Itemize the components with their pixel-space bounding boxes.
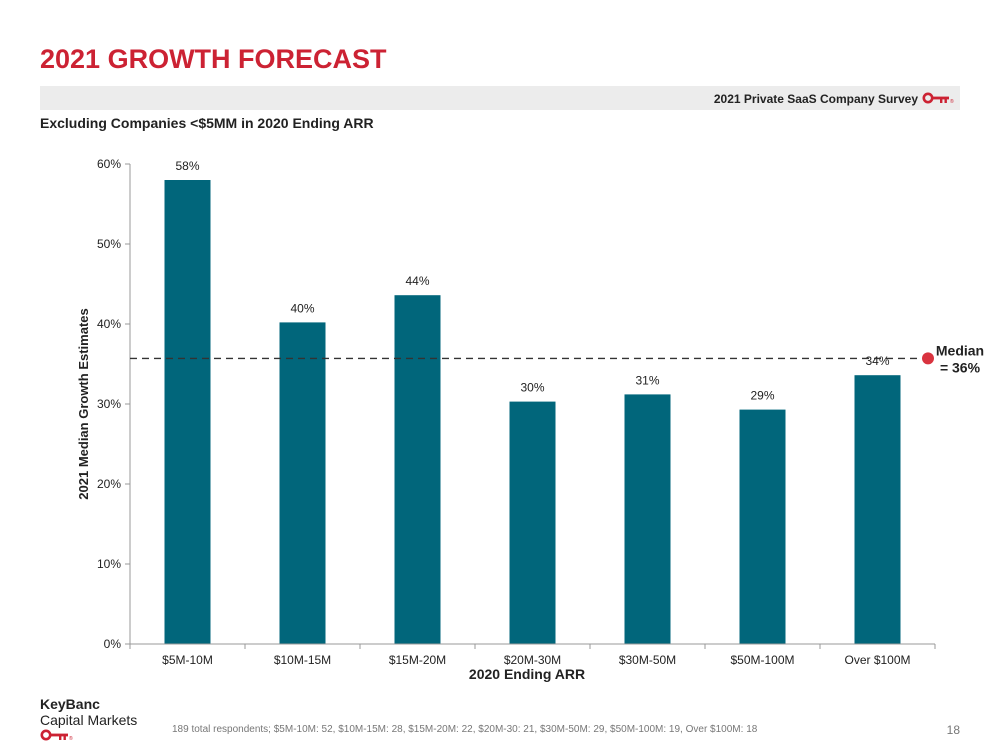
bar-chart: 0% 10% 20% 30% 40% 50% 60% 58% 40% 44% 30% 31% 29% 3…: [76, 157, 984, 682]
y-tick-label: 50%: [97, 237, 121, 251]
y-tick-label: 0%: [104, 637, 122, 651]
x-tick-label: Over $100M: [844, 653, 910, 667]
y-axis-title: 2021 Median Growth Estimates: [76, 308, 91, 499]
median-value-label: = 36%: [940, 359, 981, 375]
bar-data-label: 29%: [750, 389, 774, 403]
bar: [624, 394, 671, 644]
y-tick-label: 40%: [97, 317, 121, 331]
bar-data-label: 31%: [635, 373, 659, 387]
x-axis: $5M-10M $10M-15M $15M-20M $20M-30M $30M-50M $…: [129, 643, 936, 667]
key-icon: ®: [922, 92, 954, 105]
x-axis-title: 2020 Ending ARR: [469, 666, 585, 682]
survey-label: 2021 Private SaaS Company Survey: [713, 92, 918, 106]
x-tick-label: $15M-20M: [389, 653, 446, 667]
median-marker: [922, 352, 934, 365]
y-tick-label: 20%: [97, 477, 121, 491]
x-tick-label: $50M-100M: [730, 653, 794, 667]
page-number: 18: [946, 723, 960, 737]
svg-text:®: ®: [69, 735, 73, 742]
brand-subname: Capital Markets: [40, 712, 138, 728]
x-tick-label: $5M-10M: [162, 653, 213, 667]
bar: [739, 409, 786, 644]
y-axis: 0% 10% 20% 30% 40% 50% 60%: [97, 157, 131, 651]
bar: [279, 322, 326, 644]
key-icon: ®: [40, 729, 73, 742]
y-tick-label: 10%: [97, 557, 121, 571]
x-tick-label: $10M-15M: [274, 653, 331, 667]
svg-text:®: ®: [950, 98, 954, 105]
bar: [509, 401, 556, 644]
brand-name: KeyBanc: [40, 696, 100, 712]
bar-data-label: 40%: [290, 301, 314, 315]
bar: [854, 375, 901, 644]
bar-data-label: 30%: [520, 381, 544, 395]
bar-data-labels: 58% 40% 44% 30% 31% 29% 34%: [175, 159, 889, 403]
y-tick-label: 30%: [97, 397, 121, 411]
y-tick-label: 60%: [97, 157, 121, 171]
page-title: 2021 GROWTH FORECAST: [40, 44, 387, 74]
median-reference: Median= 36%: [130, 342, 984, 375]
x-tick-label: $30M-50M: [619, 653, 676, 667]
chart-subtitle: Excluding Companies <$5MM in 2020 Ending…: [40, 115, 374, 131]
x-tick-label: $20M-30M: [504, 653, 561, 667]
bar-data-label: 34%: [865, 354, 889, 368]
footnote: 189 total respondents; $5M-10M: 52, $10M…: [172, 724, 758, 735]
bar: [164, 180, 211, 644]
brand-logo: KeyBanc Capital Markets: [40, 696, 137, 728]
survey-banner: 2021 Private SaaS Company Survey ®: [40, 86, 960, 110]
median-label: Median: [936, 342, 984, 358]
bar: [394, 295, 441, 644]
bar-data-label: 44%: [405, 274, 429, 288]
bars: [164, 180, 901, 644]
bar-data-label: 58%: [175, 159, 199, 173]
